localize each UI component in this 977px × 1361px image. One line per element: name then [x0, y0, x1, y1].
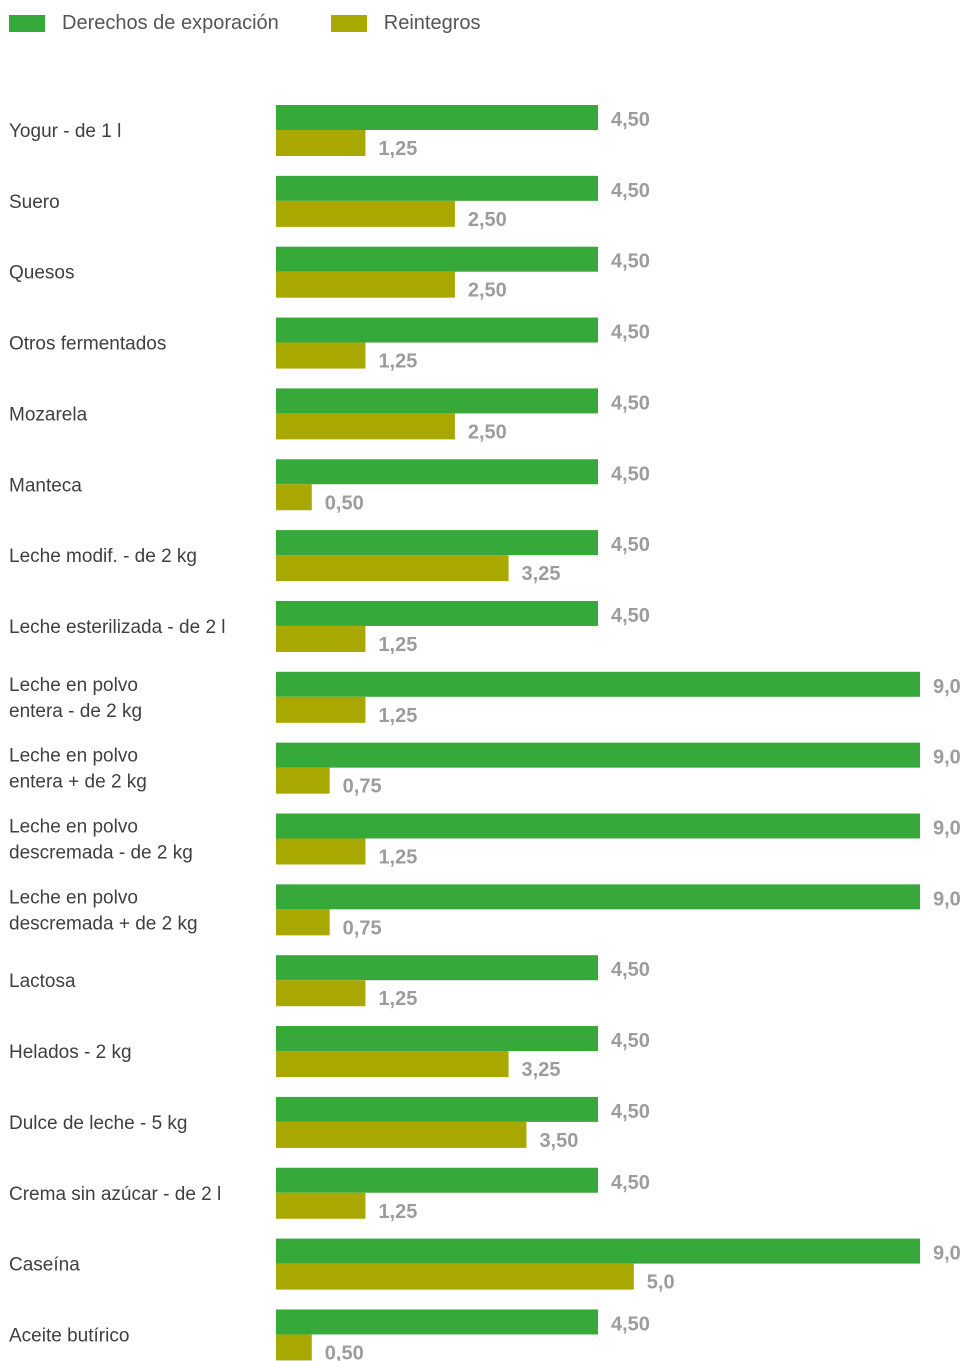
value-label-derechos: 4,50	[611, 605, 650, 627]
value-label-reintegros: 1,25	[378, 705, 417, 727]
bar-reintegros	[276, 271, 455, 298]
value-label-derechos: 4,50	[611, 322, 650, 344]
value-label-derechos: 4,50	[611, 392, 650, 414]
bar-derechos	[276, 955, 598, 981]
bar-reintegros	[276, 1334, 312, 1361]
category-label: Leche en polvo descremada - de 2 kg	[9, 817, 193, 864]
value-label-reintegros: 1,25	[378, 351, 417, 373]
category-label: Lactosa	[9, 971, 76, 992]
bar-reintegros	[276, 1263, 634, 1290]
category-label: Suero	[9, 192, 60, 213]
bar-derechos	[276, 1167, 598, 1193]
category-label: Leche modif. - de 2 kg	[9, 546, 197, 567]
bar-reintegros	[276, 200, 455, 227]
value-label-reintegros: 0,50	[325, 1342, 364, 1361]
value-label-derechos: 9,0	[933, 818, 961, 840]
category-label: Leche en polvo descremada + de 2 kg	[9, 887, 198, 934]
value-label-reintegros: 3,25	[522, 563, 561, 585]
value-label-derechos: 9,0	[933, 676, 961, 698]
bar-reintegros	[276, 1121, 527, 1148]
bar-derechos	[276, 742, 920, 768]
bar-derechos	[276, 175, 598, 201]
value-label-reintegros: 2,50	[468, 209, 507, 231]
category-label: Yogur - de 1 l	[9, 121, 121, 142]
legend-label-derechos: Derechos de exporación	[62, 11, 279, 34]
value-label-reintegros: 1,25	[378, 138, 417, 160]
value-label-reintegros: 2,50	[468, 280, 507, 302]
bar-derechos	[276, 813, 920, 839]
bar-derechos	[276, 388, 598, 414]
value-label-reintegros: 0,75	[343, 776, 382, 798]
bar-derechos	[276, 530, 598, 556]
value-label-reintegros: 5,0	[647, 1272, 675, 1294]
bar-derechos	[276, 459, 598, 485]
category-label: Caseína	[9, 1255, 80, 1276]
legend-item-reintegros: Reintegros	[330, 11, 481, 35]
category-label: Otros fermentados	[9, 334, 166, 355]
value-label-reintegros: 3,25	[522, 1059, 561, 1081]
category-label: Mozarela	[9, 404, 88, 425]
bar-derechos	[276, 1309, 598, 1335]
value-label-derechos: 4,50	[611, 1101, 650, 1123]
bar-derechos	[276, 1026, 598, 1052]
value-label-reintegros: 1,25	[378, 1201, 417, 1223]
value-label-derechos: 4,50	[611, 109, 650, 131]
value-label-derechos: 4,50	[611, 251, 650, 273]
bar-reintegros	[276, 838, 366, 865]
chart-legend: Derechos de exporación Reintegros	[9, 10, 533, 36]
bar-reintegros	[276, 130, 366, 156]
value-label-reintegros: 0,75	[343, 917, 382, 939]
value-label-reintegros: 1,25	[378, 847, 417, 869]
bar-reintegros	[276, 767, 330, 794]
value-label-reintegros: 2,50	[468, 421, 507, 443]
category-label: Leche esterilizada - de 2 l	[9, 617, 226, 638]
category-label: Quesos	[9, 263, 74, 284]
bar-derechos	[276, 884, 920, 910]
bar-reintegros	[276, 555, 509, 582]
category-label: Manteca	[9, 475, 82, 496]
bar-derechos	[276, 1238, 920, 1264]
value-label-derechos: 9,0	[933, 747, 961, 769]
bar-reintegros	[276, 1051, 509, 1078]
bar-reintegros	[276, 413, 455, 440]
legend-swatch-reintegros	[330, 14, 367, 32]
bar-derechos	[276, 1096, 598, 1122]
value-label-derechos: 4,50	[611, 534, 650, 556]
bar-reintegros	[276, 980, 366, 1007]
bar-derechos	[276, 105, 598, 130]
category-label: Dulce de leche - 5 kg	[9, 1113, 188, 1134]
bar-reintegros	[276, 909, 330, 936]
bar-reintegros	[276, 696, 366, 723]
category-label: Crema sin azúcar - de 2 l	[9, 1184, 221, 1205]
bar-reintegros	[276, 484, 312, 511]
bar-derechos	[276, 246, 598, 272]
value-label-derechos: 9,0	[933, 888, 961, 910]
legend-swatch-derechos	[9, 14, 45, 32]
bar-reintegros	[276, 342, 366, 369]
value-label-reintegros: 1,25	[378, 988, 417, 1010]
value-label-derechos: 4,50	[611, 1030, 650, 1052]
value-label-reintegros: 0,50	[325, 492, 364, 514]
bar-reintegros	[276, 1192, 366, 1219]
bar-derechos	[276, 317, 598, 343]
legend-label-reintegros: Reintegros	[383, 11, 481, 34]
category-label: Leche en polvo entera + de 2 kg	[9, 746, 147, 793]
value-label-derechos: 4,50	[611, 959, 650, 981]
value-label-reintegros: 1,25	[378, 634, 417, 656]
value-label-reintegros: 3,50	[539, 1130, 578, 1152]
bar-reintegros	[276, 625, 366, 652]
value-label-derechos: 4,50	[611, 1172, 650, 1194]
category-label: Aceite butírico	[9, 1325, 129, 1346]
value-label-derechos: 9,0	[933, 1243, 961, 1265]
bar-derechos	[276, 671, 920, 697]
value-label-derechos: 4,50	[611, 180, 650, 202]
value-label-derechos: 4,50	[611, 1313, 650, 1335]
category-label: Leche en polvo entera - de 2 kg	[9, 675, 142, 722]
legend-item-derechos: Derechos de exporación	[9, 12, 279, 35]
category-label: Helados - 2 kg	[9, 1042, 132, 1063]
value-label-derechos: 4,50	[611, 463, 650, 485]
bar-derechos	[276, 600, 598, 626]
